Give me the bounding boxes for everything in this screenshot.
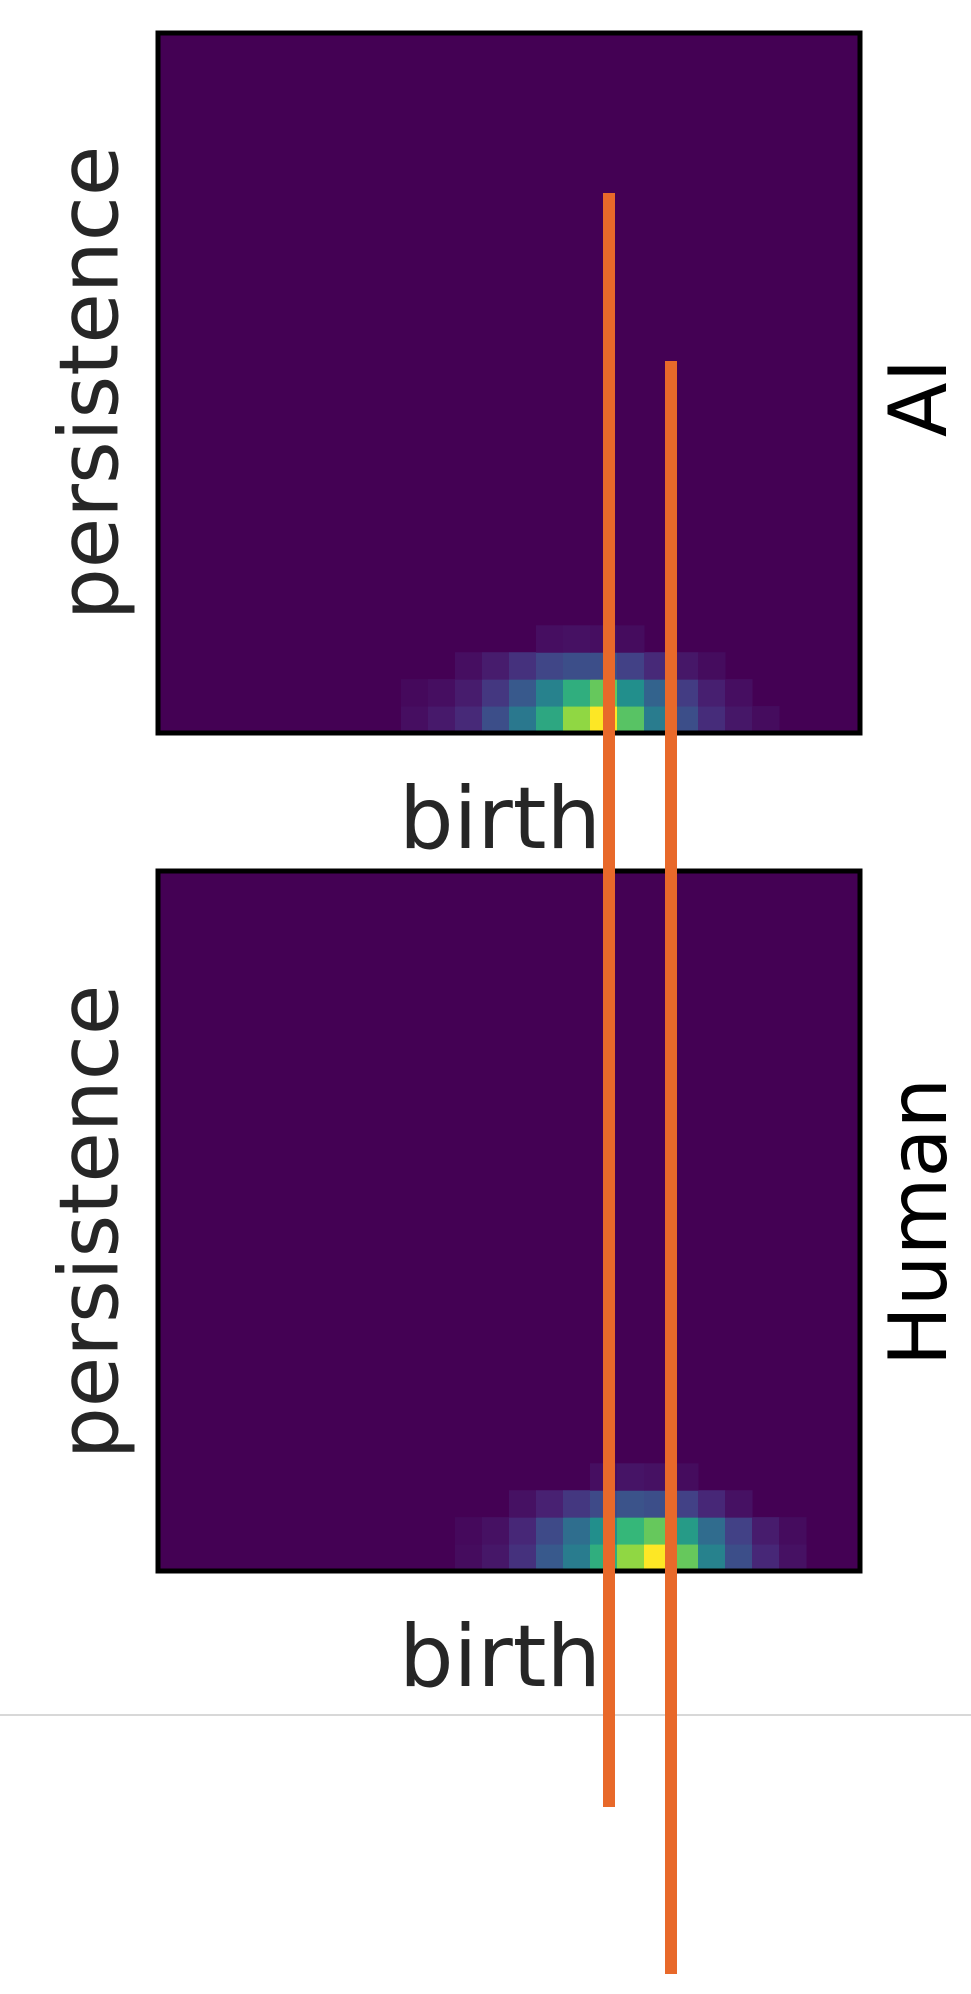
row-label-human: Human	[872, 1078, 965, 1367]
heatmap-cell	[725, 706, 753, 734]
heatmap-frame	[155, 868, 863, 1574]
heatmap-cell	[698, 679, 726, 707]
heatmap-cell	[617, 1490, 645, 1518]
heatmap-panel-human: persistence birth Human	[42, 868, 965, 1707]
heatmap-cell	[617, 652, 645, 680]
heatmap-cell	[698, 1544, 726, 1572]
heatmap-background	[158, 33, 860, 733]
heatmap-cell	[698, 706, 726, 734]
row-label-ai: AI	[872, 359, 965, 437]
heatmap-cell	[725, 1517, 753, 1545]
heatmap-cell	[698, 652, 726, 680]
heatmap-cell	[563, 625, 591, 653]
heatmap-cell	[536, 625, 564, 653]
heatmap-cell	[482, 1517, 510, 1545]
heatmap-cell	[455, 706, 483, 734]
heatmap-cell	[752, 1517, 780, 1545]
heatmap-cell	[455, 1517, 483, 1545]
heatmap-cell	[401, 706, 429, 734]
heatmap-cell	[563, 679, 591, 707]
heatmap-cell	[725, 1544, 753, 1572]
heatmap-cell	[617, 1544, 645, 1572]
x-axis-label: birth	[399, 1607, 601, 1707]
heatmap-cell	[455, 679, 483, 707]
heatmap-cell	[509, 1517, 537, 1545]
heatmap-cell	[779, 1544, 807, 1572]
heatmap-frame	[155, 30, 863, 736]
y-axis-label: persistence	[42, 146, 137, 621]
heatmap-cell	[509, 1490, 537, 1518]
heatmap-cell	[752, 706, 780, 734]
heatmap-cell	[428, 679, 456, 707]
heatmap-cell	[725, 679, 753, 707]
heatmap-cell	[509, 706, 537, 734]
heatmap-cell	[428, 706, 456, 734]
heatmap-panel-ai: persistence birth AI	[42, 30, 965, 869]
heatmap-cell	[617, 1517, 645, 1545]
heatmap-cell	[779, 1517, 807, 1545]
heatmap-cell	[563, 652, 591, 680]
heatmap-cell	[617, 625, 645, 653]
heatmap-cell	[563, 1544, 591, 1572]
heatmap-cell	[536, 1517, 564, 1545]
heatmap-cell	[536, 1490, 564, 1518]
heatmap-cell	[482, 679, 510, 707]
heatmap-cell	[401, 679, 429, 707]
heatmap-cell	[725, 1490, 753, 1518]
heatmap-cell	[509, 652, 537, 680]
heatmap-cell	[563, 1490, 591, 1518]
y-axis-label: persistence	[42, 985, 137, 1460]
heatmap-cell	[455, 652, 483, 680]
heatmap-cell	[536, 652, 564, 680]
heatmap-cell	[536, 679, 564, 707]
heatmap-cell	[563, 706, 591, 734]
heatmap-cell	[482, 706, 510, 734]
heatmap-cell	[536, 1544, 564, 1572]
heatmap-cell	[509, 1544, 537, 1572]
heatmap-cell	[617, 1463, 645, 1491]
heatmap-cell	[482, 652, 510, 680]
heatmap-cell	[536, 706, 564, 734]
heatmap-cell	[698, 1490, 726, 1518]
heatmap-cell	[482, 1544, 510, 1572]
heatmap-cell	[698, 1517, 726, 1545]
heatmap-cell	[455, 1544, 483, 1572]
heatmap-cell	[617, 706, 645, 734]
x-axis-label: birth	[399, 769, 601, 869]
heatmap-background	[158, 871, 860, 1571]
heatmap-cell	[617, 679, 645, 707]
heatmap-cell	[509, 679, 537, 707]
heatmap-cell	[563, 1517, 591, 1545]
heatmap-cell	[752, 1544, 780, 1572]
